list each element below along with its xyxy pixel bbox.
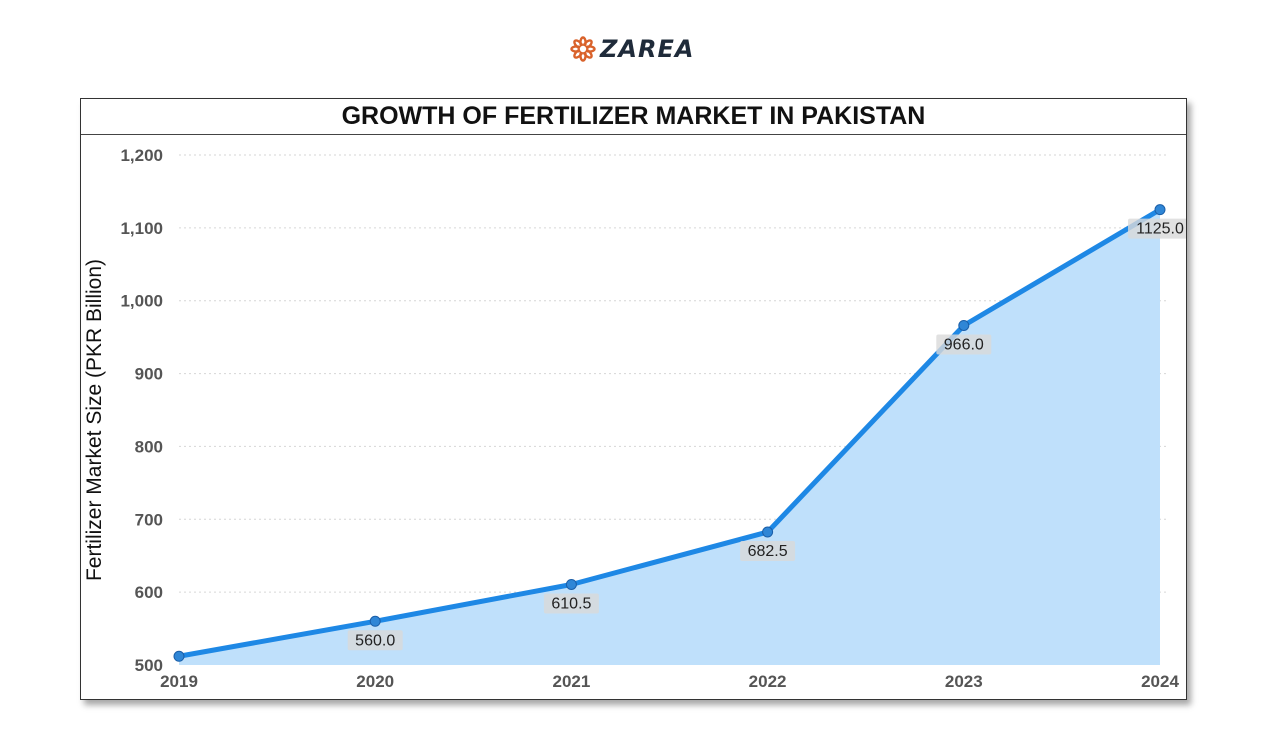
brand-name: ZAREA: [600, 35, 695, 63]
y-tick-label: 600: [135, 583, 163, 602]
y-tick-label: 700: [135, 510, 163, 529]
series-line: [176, 207, 1163, 659]
x-tick-label: 2020: [356, 672, 394, 691]
data-label: 1125.0: [1136, 221, 1184, 238]
y-tick-label: 1,100: [120, 219, 163, 238]
x-tick-label: 2021: [552, 672, 590, 691]
logo-center: [579, 45, 587, 53]
x-tick-label: 2024: [1141, 672, 1179, 691]
data-point: [565, 578, 577, 590]
data-label-box: [936, 334, 992, 355]
data-point: [369, 615, 381, 627]
data-point: [762, 526, 774, 538]
y-tick-label: 1,200: [120, 146, 163, 165]
data-point: [958, 319, 970, 331]
data-label-box: [543, 593, 599, 614]
y-tick-label: 1,000: [120, 292, 163, 311]
data-label-box: [740, 541, 796, 562]
data-label: 610.5: [551, 595, 591, 612]
y-tick-label: 900: [135, 365, 163, 384]
data-label-box: [1128, 218, 1186, 239]
y-axis-label: Fertilizer Market Size (PKR Billion): [83, 259, 106, 581]
x-tick-label: 2022: [749, 672, 787, 691]
gear-flower-icon: [570, 36, 596, 62]
data-label: 682.5: [748, 543, 788, 560]
chart-plot: 500 600 700 800 900 1,000 1,100 1,200 2019 2020 20…: [83, 146, 1186, 691]
chart-container: GROWTH OF FERTILIZER MARKET IN PAKISTAN …: [80, 98, 1187, 700]
data-label: 560.0: [355, 632, 395, 649]
y-tick-label: 800: [135, 437, 163, 456]
data-label-box: [347, 630, 403, 651]
x-tick-label: 2023: [945, 672, 983, 691]
data-point: [173, 650, 185, 662]
brand-logo: ZAREA: [570, 34, 694, 64]
area-fill: [179, 209, 1160, 665]
chart-title: GROWTH OF FERTILIZER MARKET IN PAKISTAN: [81, 99, 1186, 135]
data-label: 966.0: [944, 336, 984, 353]
data-point: [1154, 204, 1166, 216]
y-tick-label: 500: [135, 656, 163, 675]
x-tick-label: 2019: [160, 672, 198, 691]
